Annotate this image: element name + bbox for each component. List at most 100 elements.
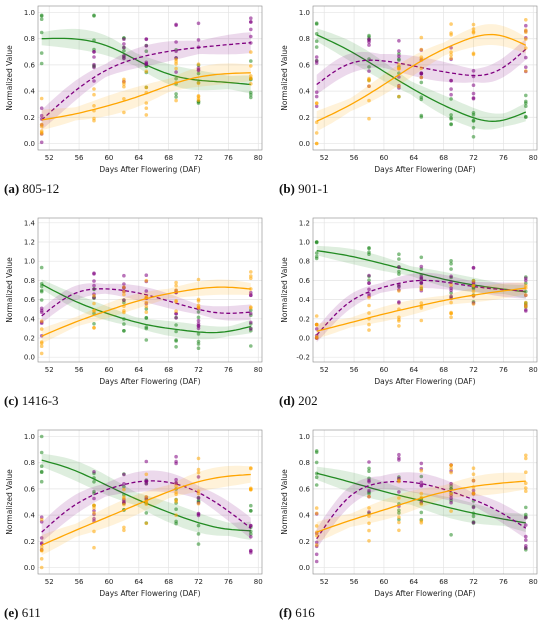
y-tick-label: 0.6: [299, 277, 311, 285]
data-point: [314, 104, 319, 109]
data-point: [419, 510, 424, 515]
data-point: [314, 141, 319, 146]
data-point: [524, 37, 528, 41]
data-point: [249, 486, 253, 491]
data-point: [174, 345, 178, 349]
plot-frame: [37, 5, 263, 151]
data-point: [249, 550, 253, 555]
y-tick-label: 0.4: [24, 315, 36, 323]
data-point: [144, 325, 149, 329]
data-point: [174, 300, 178, 304]
data-point: [449, 300, 453, 305]
y-tick-label: 0.2: [24, 114, 35, 122]
data-point: [449, 533, 453, 537]
data-point: [92, 301, 96, 306]
data-point: [92, 104, 96, 108]
trend-line: [41, 72, 251, 121]
y-tick-label: 1.2: [24, 239, 35, 247]
data-point: [449, 267, 453, 271]
data-point: [249, 50, 253, 54]
x-tick-label: 52: [45, 154, 54, 162]
data-point: [174, 339, 178, 343]
data-point: [397, 458, 401, 462]
data-point: [196, 470, 201, 475]
data-point: [314, 251, 319, 255]
x-tick-label: 56: [75, 154, 84, 162]
data-point: [144, 511, 149, 515]
data-point: [39, 469, 44, 474]
data-point: [196, 277, 201, 282]
data-point: [196, 306, 201, 310]
data-point: [524, 93, 528, 98]
data-point: [471, 265, 476, 270]
y-tick-label: 0.2: [24, 335, 35, 343]
data-point: [367, 480, 371, 484]
data-point: [39, 13, 44, 18]
data-point: [174, 477, 178, 482]
data-point: [144, 44, 149, 48]
data-point: [449, 31, 453, 35]
data-point: [449, 92, 453, 97]
data-point: [92, 503, 96, 508]
data-point: [397, 300, 401, 304]
y-tick-label: 0.2: [299, 315, 310, 323]
y-tick-label: 1.0: [24, 258, 35, 266]
data-point: [314, 256, 319, 261]
trend-line: [41, 286, 251, 337]
x-tick-label: 68: [439, 366, 448, 374]
data-point: [471, 83, 476, 87]
confidence-band: [41, 32, 251, 130]
data-point: [174, 521, 178, 526]
data-point: [174, 40, 178, 44]
data-point: [314, 59, 319, 63]
data-point: [122, 472, 126, 477]
data-point: [196, 318, 201, 323]
data-point: [144, 338, 149, 342]
data-point: [122, 77, 126, 82]
data-point: [367, 65, 371, 69]
x-tick-label: 80: [254, 366, 263, 374]
x-tick-label: 72: [469, 578, 478, 586]
data-point: [174, 66, 178, 71]
confidence-band: [316, 472, 526, 543]
data-point: [449, 56, 453, 60]
panel-label: (e): [4, 605, 19, 620]
data-point: [449, 463, 453, 468]
y-tick-label: 0.4: [24, 512, 36, 520]
data-point: [196, 21, 201, 26]
x-tick-label: 72: [469, 366, 478, 374]
x-tick-label: 72: [194, 154, 203, 162]
y-axis-label: Normalized Value: [5, 469, 14, 535]
data-point: [419, 66, 424, 71]
y-tick-label: 0.8: [299, 258, 310, 266]
data-point: [367, 506, 371, 510]
data-point: [196, 532, 201, 536]
x-tick-label: 60: [104, 154, 113, 162]
y-tick-label: 0.6: [24, 296, 36, 304]
data-point: [449, 97, 453, 101]
data-point: [367, 469, 371, 473]
x-tick-label: 76: [224, 366, 233, 374]
y-tick-label: 0.6: [299, 485, 311, 493]
x-tick-label: 76: [224, 578, 233, 586]
data-point: [449, 78, 453, 83]
panel-caption: (a) 805-12: [4, 181, 59, 197]
data-point: [397, 324, 401, 328]
data-point: [397, 257, 401, 261]
data-point: [419, 80, 424, 85]
y-axis-label: Normalized Value: [5, 45, 14, 111]
data-point: [449, 274, 453, 279]
x-tick-label: 76: [499, 154, 508, 162]
y-tick-label: 1.0: [24, 9, 35, 17]
panel-caption: (d) 202: [279, 393, 318, 409]
data-point: [122, 45, 126, 50]
data-point: [314, 323, 319, 327]
y-tick-label: 0.2: [299, 538, 310, 546]
data-point: [367, 84, 371, 88]
data-point: [249, 293, 253, 297]
data-point: [419, 491, 424, 496]
data-point: [524, 505, 528, 510]
data-point: [249, 16, 253, 21]
data-point: [196, 68, 201, 73]
data-point: [122, 322, 126, 326]
